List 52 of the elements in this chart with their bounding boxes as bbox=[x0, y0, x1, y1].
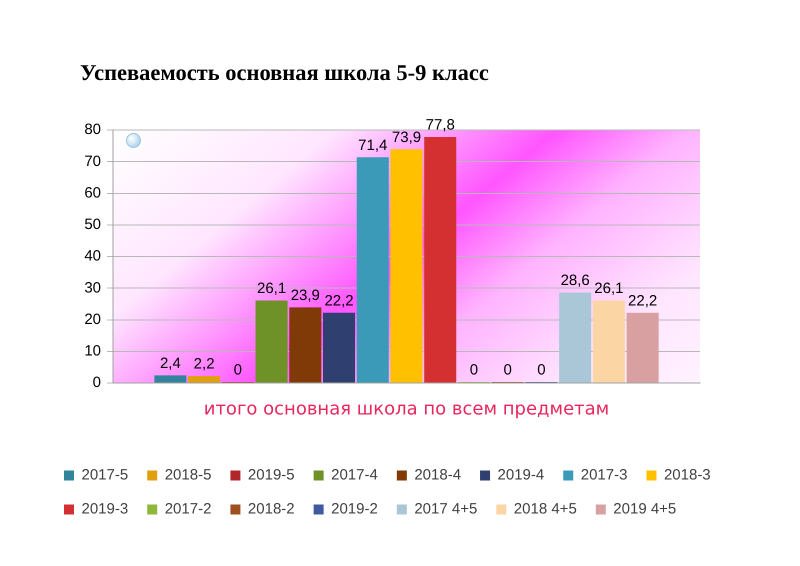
y-tick-label: 0 bbox=[92, 374, 101, 392]
chart-title: Успеваемость основная школа 5-9 класс bbox=[80, 60, 489, 86]
y-tick-label: 10 bbox=[84, 342, 101, 360]
legend-label: 2017-5 bbox=[82, 466, 128, 484]
data-label: 22,2 bbox=[628, 292, 658, 310]
legend-label: 2017-2 bbox=[164, 500, 212, 518]
data-label: 73,9 bbox=[392, 128, 422, 146]
legend-label: 2017-3 bbox=[580, 466, 628, 484]
data-label: 26,1 bbox=[256, 280, 286, 298]
legend-label: 2017-4 bbox=[331, 466, 378, 484]
data-label: 22,2 bbox=[324, 292, 354, 310]
y-tick-label: 40 bbox=[84, 248, 101, 265]
bar bbox=[559, 292, 592, 382]
x-tick-label: итого основная школа по всем предметам bbox=[204, 398, 610, 420]
legend-label: 2018-5 bbox=[164, 466, 212, 484]
data-label: 0 bbox=[234, 362, 242, 379]
data-label: 77,8 bbox=[426, 116, 455, 134]
legend-label: 2019-5 bbox=[248, 466, 295, 484]
data-label: 23,9 bbox=[290, 287, 320, 304]
data-label: 2,2 bbox=[194, 356, 215, 373]
bar bbox=[356, 157, 389, 382]
legend-label: 2017 4+5 bbox=[414, 500, 478, 518]
legend-label: 2018 4+5 bbox=[514, 500, 577, 518]
data-label: 2,4 bbox=[160, 355, 181, 372]
y-tick-label: 20 bbox=[84, 310, 101, 328]
legend-label: 2019-4 bbox=[498, 466, 544, 484]
legend-label: 2019 4+5 bbox=[613, 500, 676, 518]
data-label: 0 bbox=[470, 362, 478, 379]
legend-label: 2018-3 bbox=[664, 466, 711, 484]
bar bbox=[424, 136, 456, 382]
bar bbox=[323, 312, 356, 382]
data-label: 0 bbox=[504, 362, 512, 379]
data-label: 0 bbox=[537, 362, 546, 379]
bar bbox=[256, 300, 288, 382]
y-tick-label: 80 bbox=[84, 121, 101, 138]
bar bbox=[390, 149, 423, 382]
y-tick-label: 30 bbox=[84, 279, 101, 296]
y-tick-label: 50 bbox=[84, 216, 101, 234]
legend-label: 2018-4 bbox=[414, 466, 462, 484]
y-tick-label: 70 bbox=[84, 152, 101, 170]
legend-label: 2019-2 bbox=[331, 500, 378, 518]
bar bbox=[188, 376, 220, 382]
bar bbox=[626, 312, 659, 382]
data-label: 28,6 bbox=[560, 272, 590, 290]
bar bbox=[592, 300, 625, 382]
y-tick-label: 60 bbox=[84, 184, 101, 202]
bar bbox=[289, 307, 322, 382]
legend-label: 2019-3 bbox=[82, 500, 128, 518]
data-label: 71,4 bbox=[358, 136, 388, 154]
data-label: 26,1 bbox=[594, 280, 624, 298]
legend-label: 2018-2 bbox=[248, 500, 295, 518]
bar bbox=[154, 375, 186, 382]
